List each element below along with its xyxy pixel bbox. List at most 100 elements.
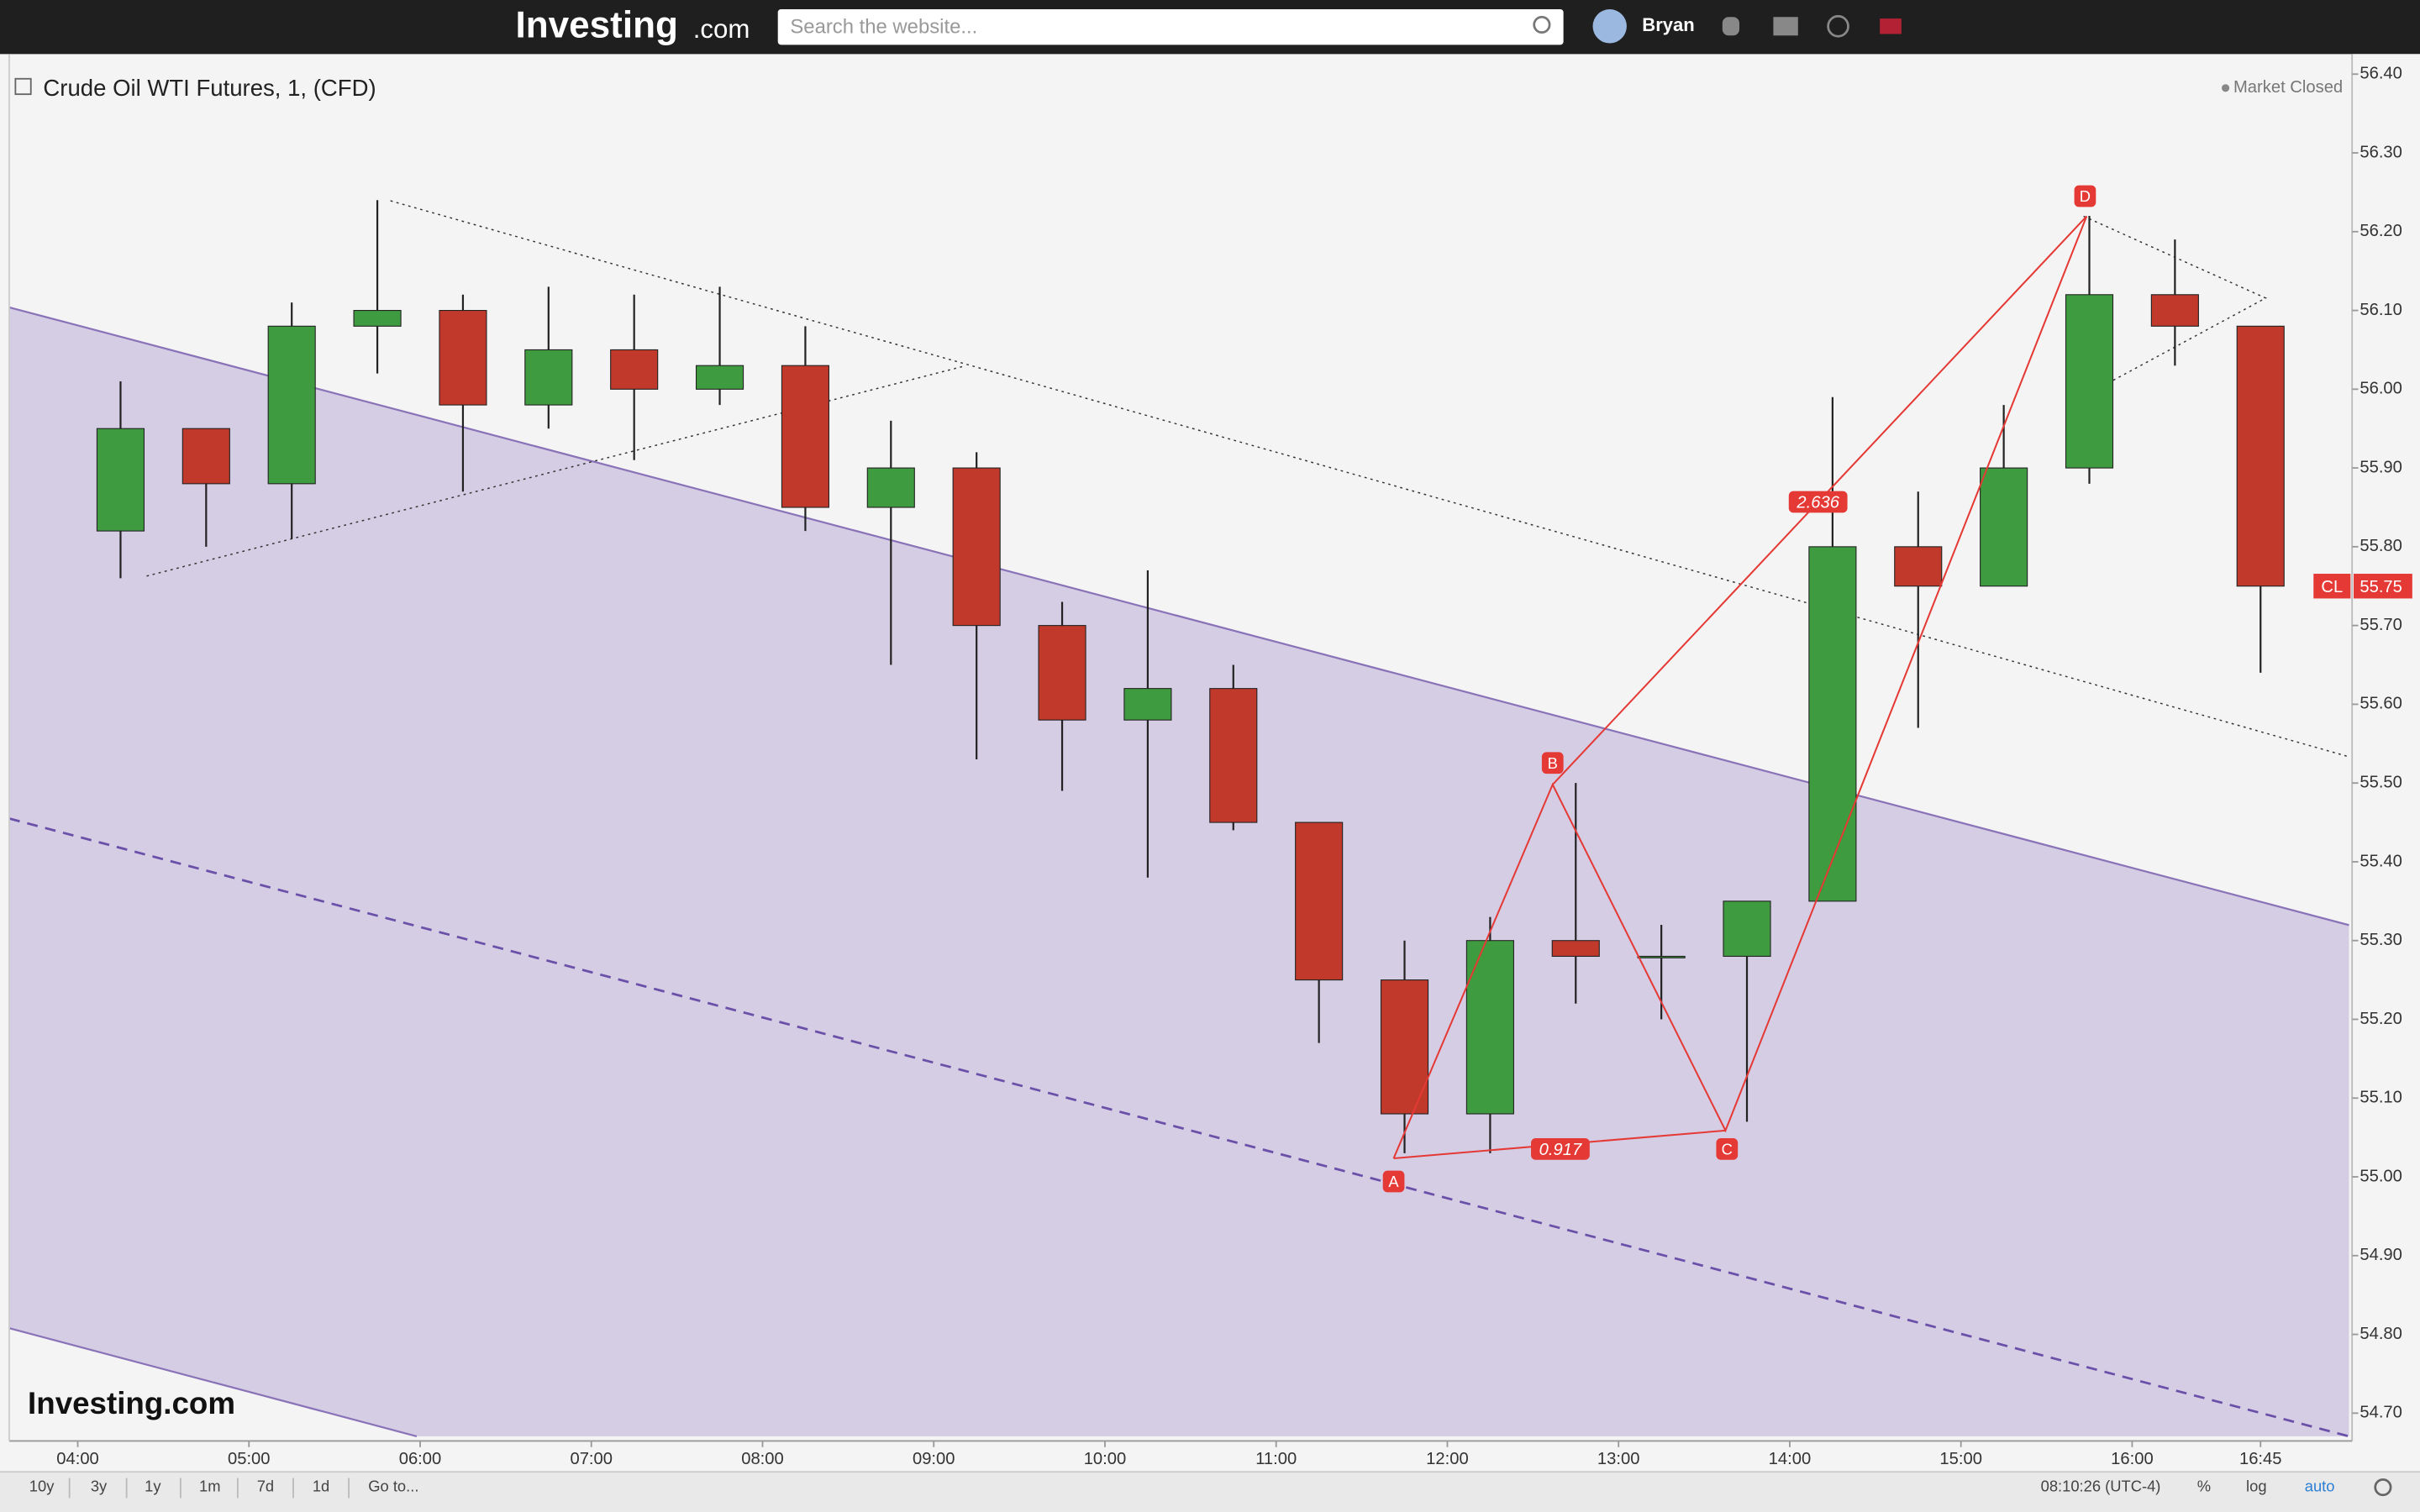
- range-button[interactable]: 10y: [29, 1477, 55, 1494]
- x-tick-label: 13:00: [1597, 1450, 1640, 1468]
- x-tick-label: 14:00: [1769, 1450, 1812, 1468]
- x-tick-label: 09:00: [913, 1450, 955, 1468]
- y-tick-label: 55.40: [2360, 852, 2402, 870]
- x-tick-label: 16:00: [2111, 1450, 2154, 1468]
- y-tick-label: 56.00: [2360, 380, 2402, 398]
- ratio-label: 2.636: [1796, 494, 1839, 512]
- candle-body: [2065, 294, 2114, 469]
- y-tick-label: 56.20: [2360, 222, 2402, 240]
- search-box[interactable]: [777, 9, 1564, 45]
- bell-icon[interactable]: [1722, 17, 1739, 36]
- y-tick-label: 54.70: [2360, 1404, 2402, 1422]
- avatar[interactable]: [1592, 9, 1627, 44]
- range-button[interactable]: Go to...: [368, 1477, 418, 1494]
- pattern-point-label: C: [1722, 1141, 1733, 1158]
- candle-body: [1380, 979, 1429, 1115]
- portfolio-icon[interactable]: [1773, 17, 1798, 36]
- candle-body: [353, 310, 402, 327]
- y-tick-label: 55.50: [2360, 774, 2402, 792]
- pattern-point-badge: [1716, 1138, 1739, 1160]
- triangle-lines: [146, 200, 2349, 758]
- candle-body: [267, 325, 316, 485]
- collapse-button[interactable]: [14, 77, 32, 96]
- candle-body: [866, 467, 915, 508]
- candle-body: [1465, 940, 1514, 1115]
- flag-icon[interactable]: [1880, 18, 1902, 34]
- y-tick-label: 55.60: [2360, 695, 2402, 713]
- y-tick-label: 55.30: [2360, 931, 2402, 949]
- candle-body: [695, 365, 744, 390]
- toolbar: [0, 1472, 2420, 1512]
- channel-lower: [8, 1327, 418, 1437]
- candle-body: [1894, 546, 1943, 587]
- search-placeholder[interactable]: Search the website...: [790, 15, 977, 38]
- chart-option[interactable]: auto: [2305, 1477, 2335, 1494]
- x-tick-label: 06:00: [399, 1450, 442, 1468]
- candle-body: [610, 349, 659, 390]
- candle-body: [182, 428, 230, 485]
- chart-option[interactable]: %: [2197, 1477, 2211, 1494]
- y-tick-label: 55.20: [2360, 1010, 2402, 1028]
- y-tick-label: 54.80: [2360, 1325, 2402, 1343]
- pattern-point-badge: [2074, 185, 2096, 207]
- y-tick-label: 55.00: [2360, 1167, 2402, 1185]
- x-tick-label: 07:00: [570, 1450, 613, 1468]
- y-tick-label: 56.40: [2360, 65, 2402, 83]
- y-tick-label: 54.90: [2360, 1246, 2402, 1264]
- last-price-label: 55.75: [2360, 578, 2402, 596]
- candle-body: [1038, 625, 1086, 721]
- candle-body: [1808, 546, 1857, 902]
- user-name[interactable]: Bryan: [1642, 14, 1694, 35]
- y-tick-label: 55.10: [2360, 1089, 2402, 1107]
- range-button[interactable]: 7d: [257, 1477, 274, 1494]
- candle-body: [781, 365, 829, 508]
- candle-body: [1551, 940, 1600, 958]
- x-tick-label: 04:00: [56, 1450, 99, 1468]
- y-tick-label: 55.80: [2360, 537, 2402, 555]
- pattern-point-label: D: [2080, 187, 2091, 205]
- pattern-point-label: B: [1548, 754, 1558, 772]
- candle-body: [1123, 688, 1172, 721]
- y-tick-label: 55.70: [2360, 616, 2402, 634]
- watermark: Investing.com: [28, 1386, 235, 1420]
- logo[interactable]: Investing: [515, 5, 677, 46]
- range-button[interactable]: 1y: [145, 1477, 161, 1494]
- ratio-badge: [1531, 1138, 1590, 1160]
- y-tick-label: 56.30: [2360, 143, 2402, 161]
- candle-body: [1295, 822, 1344, 981]
- logo-suffix[interactable]: .com: [693, 14, 750, 44]
- market-status: Market Closed: [2233, 78, 2343, 97]
- status-dot: [2221, 84, 2230, 92]
- pattern-point-badge: [1541, 752, 1564, 774]
- last-price-symbol: CL: [2321, 578, 2343, 596]
- x-tick-label: 05:00: [228, 1450, 271, 1468]
- range-button[interactable]: 1m: [199, 1477, 221, 1494]
- range-button[interactable]: 1d: [313, 1477, 329, 1494]
- settings-icon[interactable]: [2374, 1478, 2392, 1497]
- candle-body: [2236, 325, 2285, 587]
- x-tick-label: 15:00: [1939, 1450, 1982, 1468]
- y-axis-panel: [2352, 54, 2420, 1441]
- search-icon[interactable]: [1533, 15, 1551, 34]
- clock: 08:10:26 (UTC-4): [2041, 1477, 2161, 1494]
- ratio-label: 0.917: [1539, 1141, 1582, 1159]
- ratio-badge: [1788, 491, 1848, 513]
- candles: [96, 200, 2285, 1153]
- x-tick-label: 08:00: [741, 1450, 784, 1468]
- y-tick-label: 56.10: [2360, 301, 2402, 319]
- chart-title: Crude Oil WTI Futures, 1, (CFD): [43, 75, 376, 101]
- clock-icon[interactable]: [1827, 14, 1849, 38]
- candle-body: [1637, 955, 1686, 958]
- x-tick-label: 16:45: [2239, 1450, 2282, 1468]
- candle-body: [1723, 900, 1771, 958]
- candle-body: [439, 310, 487, 406]
- candle-body: [1980, 467, 2028, 587]
- channel-mid: [8, 817, 2349, 1438]
- y-tick-label: 55.90: [2360, 458, 2402, 476]
- last-price-symbol-badge: [2313, 574, 2351, 599]
- chart-option[interactable]: log: [2246, 1477, 2267, 1494]
- x-tick-label: 10:00: [1084, 1450, 1127, 1468]
- range-button[interactable]: 3y: [91, 1477, 108, 1494]
